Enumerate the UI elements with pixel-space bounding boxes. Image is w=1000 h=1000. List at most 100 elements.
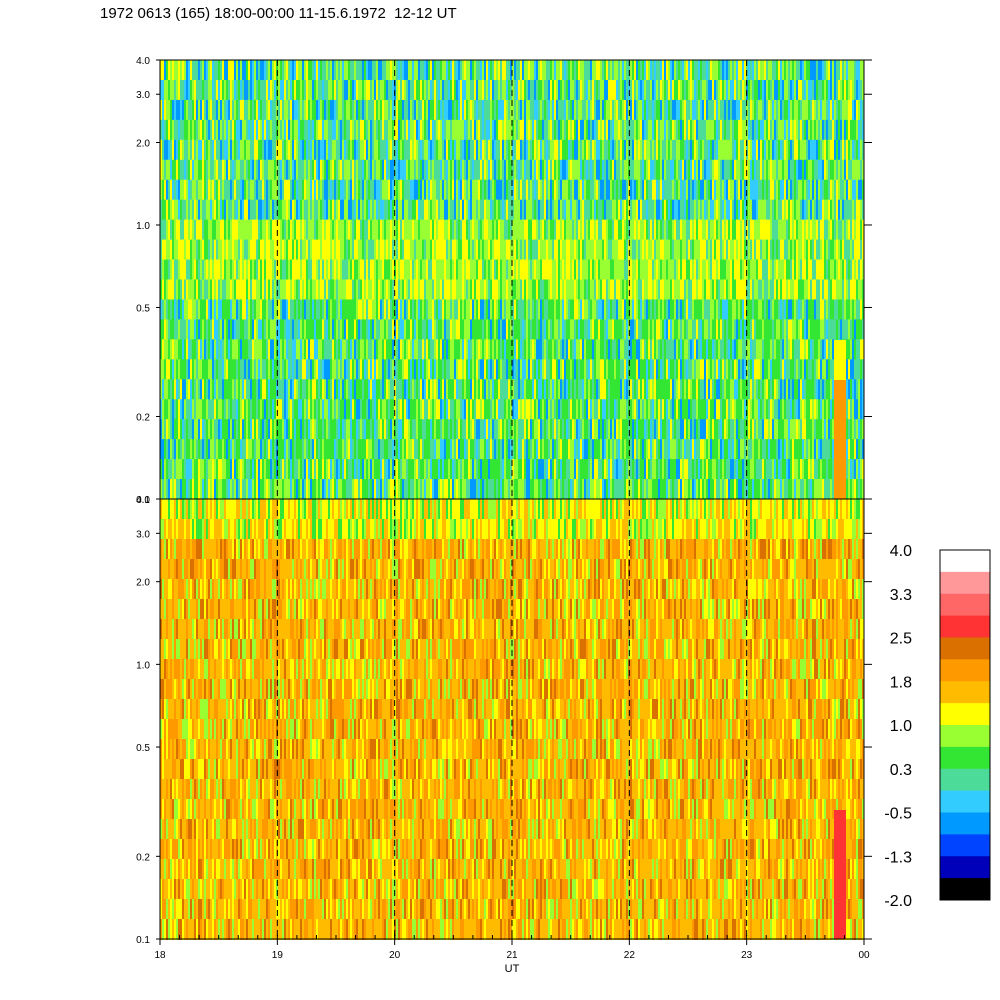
heat-cell [208, 60, 210, 81]
heat-cell [554, 239, 556, 261]
heat-cell [346, 439, 348, 461]
heat-cell [592, 159, 594, 181]
heat-cell [542, 99, 544, 121]
heat-cell [258, 239, 260, 261]
heat-cell [536, 419, 538, 441]
heat-cell [424, 79, 426, 101]
heat-cell [372, 339, 374, 361]
heat-cell [456, 239, 458, 261]
heat-cell [498, 139, 500, 161]
heat-cell [250, 199, 252, 221]
heat-cell [234, 179, 236, 201]
heat-cell [174, 299, 176, 321]
heat-cell [254, 139, 256, 161]
heat-cell [292, 119, 294, 141]
heat-cell [304, 399, 306, 421]
heat-cell [274, 459, 276, 481]
heat-cell [324, 479, 326, 500]
heat-cell [390, 119, 392, 141]
heat-cell [262, 439, 264, 461]
heat-cell [280, 179, 282, 201]
heat-cell [570, 259, 572, 281]
heat-cell [544, 79, 546, 101]
heat-cell [172, 119, 174, 141]
heat-cell [242, 359, 244, 381]
heat-cell [456, 179, 458, 201]
heat-cell [360, 99, 362, 121]
heat-cell [278, 439, 280, 461]
heat-cell [554, 99, 556, 121]
heat-cell [168, 319, 170, 341]
heat-cell [402, 379, 404, 401]
heat-cell [480, 179, 482, 201]
heat-cell [600, 279, 602, 301]
heat-cell [284, 379, 286, 401]
heat-cell [488, 259, 490, 281]
heat-cell [388, 339, 390, 361]
heat-cell [566, 299, 568, 321]
heat-cell [572, 119, 574, 141]
heat-cell [322, 319, 324, 341]
heat-cell [406, 239, 408, 261]
heat-cell [416, 479, 418, 500]
heat-cell [248, 359, 250, 381]
heat-cell [226, 359, 228, 381]
heat-cell [366, 339, 368, 361]
heat-cell [548, 419, 550, 441]
heat-cell [380, 359, 382, 381]
heat-cell [536, 119, 538, 141]
heat-cell [382, 60, 384, 81]
heat-cell [270, 299, 272, 321]
heat-cell [548, 279, 550, 301]
heat-cell [576, 459, 578, 481]
heat-cell [306, 159, 308, 181]
heat-cell [566, 339, 568, 361]
heat-cell [556, 439, 558, 461]
heat-cell [208, 99, 210, 121]
heat-cell [610, 459, 612, 481]
heat-cell [166, 299, 168, 321]
heat-cell [500, 199, 502, 221]
heat-cell [194, 299, 196, 321]
heat-cell [276, 439, 278, 461]
heat-cell [472, 139, 474, 161]
heat-cell [576, 399, 578, 421]
heat-cell [386, 259, 388, 281]
heat-cell [472, 299, 474, 321]
heat-cell [308, 299, 310, 321]
heat-cell [284, 159, 286, 181]
heat-cell [386, 479, 388, 500]
heat-cell [210, 359, 212, 381]
heat-cell [374, 439, 376, 461]
heat-cell [446, 379, 448, 401]
heat-cell [344, 459, 346, 481]
heat-cell [536, 60, 538, 81]
heat-cell [420, 319, 422, 341]
heat-cell [198, 299, 200, 321]
heat-cell [386, 60, 388, 81]
heat-cell [482, 179, 484, 201]
heat-cell [188, 219, 190, 241]
heat-cell [298, 259, 300, 281]
heat-cell [232, 279, 234, 301]
heat-cell [410, 419, 412, 441]
heat-cell [460, 419, 462, 441]
heat-cell [512, 239, 514, 261]
heat-cell [564, 99, 566, 121]
heat-cell [286, 79, 288, 101]
heat-cell [284, 299, 286, 321]
heat-cell [282, 299, 284, 321]
heat-cell [478, 299, 480, 321]
heat-cell [480, 259, 482, 281]
heat-cell [600, 239, 602, 261]
heat-cell [180, 60, 182, 81]
heat-cell [330, 99, 332, 121]
heat-cell [514, 419, 516, 441]
heat-cell [414, 239, 416, 261]
heat-cell [568, 459, 570, 481]
heat-cell [288, 219, 290, 241]
heat-cell [486, 279, 488, 301]
heat-cell [234, 339, 236, 361]
heat-cell [206, 399, 208, 421]
heat-cell [590, 219, 592, 241]
